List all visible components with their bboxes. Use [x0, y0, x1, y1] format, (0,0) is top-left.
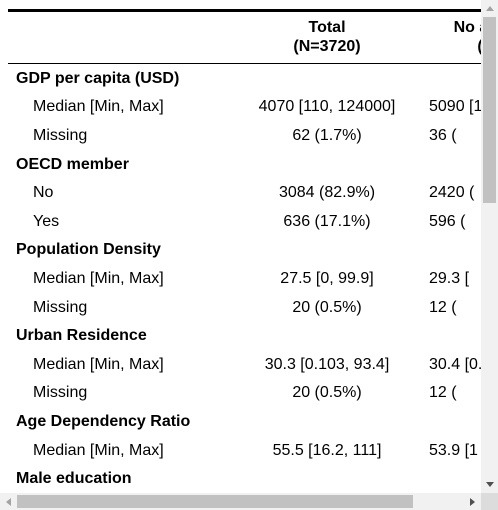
no-armed-value: 12 ( — [429, 298, 457, 316]
header-no-armed: No armed (N= — [413, 12, 481, 64]
no-armed-value — [413, 150, 481, 179]
no-armed-value: 30.4 [0. — [429, 355, 481, 373]
stat-row: Median [Min, Max] 4070 [110, 124000] 5090 … — [8, 93, 481, 122]
scroll-down-arrow-icon[interactable] — [481, 476, 498, 493]
variable-label: OECD member — [16, 155, 129, 173]
no-armed-value: 596 ( — [429, 212, 466, 230]
total-value: 55.5 [16.2, 111] — [272, 441, 382, 459]
stat-label: Median [Min, Max] — [33, 355, 164, 373]
total-value: 20 (0.5%) — [292, 384, 362, 402]
header-no-armed-n: (N= — [413, 37, 481, 56]
table-viewport[interactable]: Total (N=3720) No armed (N= GDP per capi… — [0, 0, 481, 493]
header-no-armed-title: No armed — [453, 19, 481, 36]
variable-label: Urban Residence — [16, 327, 147, 345]
header-total-n: (N=3720) — [293, 38, 361, 55]
no-armed-value: 5090 [13 — [429, 98, 481, 116]
header-row: Total (N=3720) No armed (N= — [8, 12, 481, 64]
total-value — [241, 464, 413, 493]
no-armed-value: 53.9 [1 — [429, 441, 478, 459]
total-value — [241, 321, 413, 350]
total-value: 62 (1.7%) — [292, 126, 362, 144]
scroll-up-arrow-icon[interactable] — [481, 0, 498, 17]
no-armed-value — [413, 321, 481, 350]
variable-row: OECD member — [8, 150, 481, 179]
vertical-scroll-thumb[interactable] — [483, 17, 496, 203]
header-total-title: Total — [308, 19, 346, 36]
stat-label: Median [Min, Max] — [33, 441, 164, 459]
stat-label: Yes — [33, 212, 60, 230]
total-value — [241, 64, 413, 93]
stat-label: Median [Min, Max] — [33, 269, 164, 287]
scroll-left-arrow-icon[interactable] — [0, 493, 17, 510]
total-value — [241, 236, 413, 265]
stat-row: Missing 20 (0.5%) 12 ( — [8, 293, 481, 322]
variable-label: Population Density — [16, 241, 161, 259]
scroll-right-arrow-icon[interactable] — [464, 493, 481, 510]
total-value: 30.3 [0.103, 93.4] — [264, 355, 390, 373]
total-value: 636 (17.1%) — [283, 212, 371, 230]
variable-row: Population Density — [8, 236, 481, 265]
scrollbar-corner — [481, 493, 498, 510]
stat-label: Missing — [33, 126, 88, 144]
variable-row: Male education — [8, 464, 481, 493]
variable-label: Male education — [16, 470, 132, 488]
horizontal-scrollbar[interactable] — [0, 493, 481, 510]
stat-row: Median [Min, Max] 27.5 [0, 99.9] 29.3 [ — [8, 264, 481, 293]
no-armed-value — [413, 407, 481, 436]
variable-row: Age Dependency Ratio — [8, 407, 481, 436]
variable-row: GDP per capita (USD) — [8, 64, 481, 93]
vertical-scrollbar[interactable] — [481, 0, 498, 493]
stat-label: Missing — [33, 384, 88, 402]
no-armed-value — [413, 464, 481, 493]
variable-label: Age Dependency Ratio — [16, 412, 191, 430]
total-value — [241, 150, 413, 179]
stat-row: Median [Min, Max] 30.3 [0.103, 93.4] 30.4 … — [8, 350, 481, 379]
no-armed-value: 29.3 [ — [429, 269, 470, 287]
stat-row: Missing 20 (0.5%) 12 ( — [8, 379, 481, 408]
no-armed-value: 2420 ( — [429, 184, 475, 202]
total-value: 4070 [110, 124000] — [258, 98, 396, 116]
stat-label: No — [33, 184, 54, 202]
stat-row: Missing 62 (1.7%) 36 ( — [8, 121, 481, 150]
total-value: 3084 (82.9%) — [278, 184, 376, 202]
horizontal-scroll-thumb[interactable] — [17, 495, 413, 508]
no-armed-value: 12 ( — [429, 384, 457, 402]
variable-label: GDP per capita (USD) — [16, 69, 180, 87]
no-armed-value — [413, 236, 481, 265]
total-value — [241, 407, 413, 436]
stat-label: Median [Min, Max] — [33, 98, 164, 116]
no-armed-value: 36 ( — [429, 126, 457, 144]
stat-label: Missing — [33, 298, 88, 316]
header-label-cell — [8, 12, 241, 64]
variable-row: Urban Residence — [8, 321, 481, 350]
stat-row: Yes 636 (17.1%) 596 ( — [8, 207, 481, 236]
stat-row: Median [Min, Max] 55.5 [16.2, 111] 53.9 [1 — [8, 436, 481, 465]
summary-table: Total (N=3720) No armed (N= GDP per capi… — [8, 12, 481, 493]
stat-row: No 3084 (82.9%) 2420 ( — [8, 178, 481, 207]
table-top-rule — [8, 9, 481, 12]
total-value: 20 (0.5%) — [292, 298, 362, 316]
header-total: Total (N=3720) — [241, 12, 413, 64]
total-value: 27.5 [0, 99.9] — [280, 269, 374, 287]
no-armed-value — [413, 64, 481, 93]
